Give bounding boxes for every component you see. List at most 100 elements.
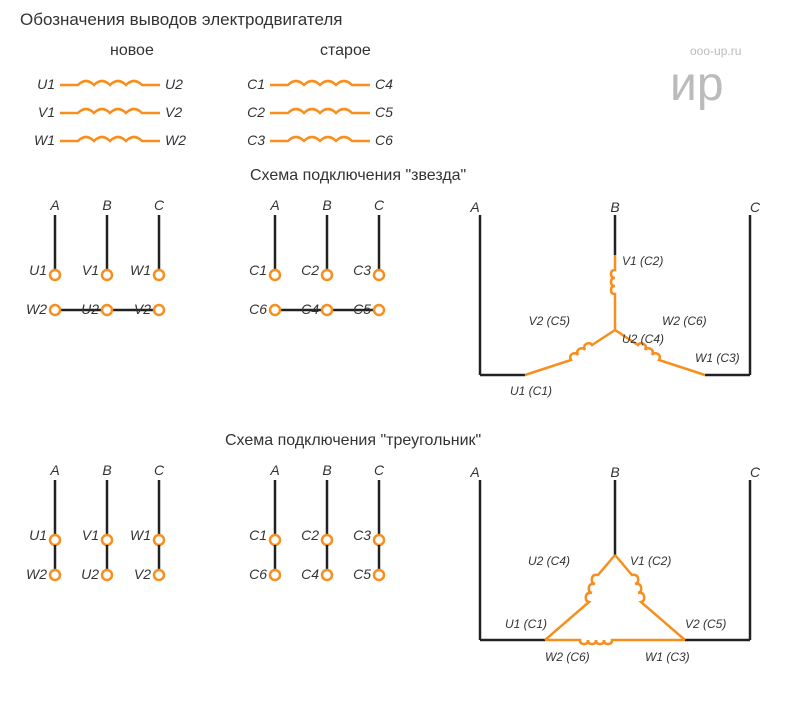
terminal-label-top: W1 — [130, 262, 151, 278]
star-lbl-midc: U2 (C4) — [622, 332, 664, 346]
coil-label-right: C4 — [375, 76, 393, 92]
phase-label: A — [269, 197, 279, 213]
terminal-circle — [374, 535, 384, 545]
terminal-circle — [102, 305, 112, 315]
phase-a: A — [469, 464, 479, 480]
terminal-circle — [270, 535, 280, 545]
phase-label: C — [154, 197, 165, 213]
terminal-label-top: C1 — [249, 527, 267, 543]
terminal-label-bot: C4 — [301, 301, 319, 317]
coil-line — [60, 81, 160, 85]
terminal-label-top: W1 — [130, 527, 151, 543]
delta-lbl-botr: W1 (C3) — [645, 650, 690, 664]
coil-label-right: C6 — [375, 132, 393, 148]
terminal-label-top: C1 — [249, 262, 267, 278]
phase-b: B — [610, 464, 619, 480]
coil-label-left: C3 — [247, 132, 265, 148]
star-coil-left — [525, 330, 615, 375]
terminal-label-bot: C6 — [249, 301, 267, 317]
terminal-label-bot: C5 — [353, 301, 371, 317]
terminal-circle — [154, 570, 164, 580]
col-header-old: старое — [320, 42, 371, 59]
phase-b: B — [610, 199, 619, 215]
terminal-label-bot: U2 — [81, 566, 99, 582]
terminal-label-top: C3 — [353, 527, 371, 543]
terminal-circle — [322, 570, 332, 580]
phase-label: A — [49, 197, 59, 213]
coil-label-right: W2 — [165, 132, 186, 148]
terminal-circle — [374, 570, 384, 580]
phase-label: B — [102, 197, 111, 213]
phase-label: B — [322, 197, 331, 213]
phase-label: B — [102, 462, 111, 478]
terminal-circle — [50, 305, 60, 315]
terminal-circle — [102, 535, 112, 545]
terminal-circle — [154, 270, 164, 280]
terminal-label-bot: V2 — [134, 301, 151, 317]
phase-label: A — [49, 462, 59, 478]
terminal-label-bot: C5 — [353, 566, 371, 582]
terminal-label-bot: V2 — [134, 566, 151, 582]
terminal-label-top: C2 — [301, 527, 319, 543]
delta-lbl-botl: W2 (C6) — [545, 650, 590, 664]
terminal-circle — [322, 270, 332, 280]
coil-line — [270, 109, 370, 113]
section-delta-title: Схема подключения "треугольник" — [225, 432, 481, 449]
coil-label-left: W1 — [34, 132, 55, 148]
terminal-circle — [102, 270, 112, 280]
terminal-label-top: V1 — [82, 262, 99, 278]
coil-label-left: C2 — [247, 104, 265, 120]
phase-a: A — [469, 199, 479, 215]
terminal-circle — [374, 270, 384, 280]
coil-label-left: C1 — [247, 76, 265, 92]
phase-c: C — [750, 464, 761, 480]
section-star-title: Схема подключения "звезда" — [250, 167, 466, 184]
coil-line — [270, 137, 370, 141]
star-lbl-midr: W2 (C6) — [662, 314, 707, 328]
terminal-circle — [322, 535, 332, 545]
coil-label-right: V2 — [165, 104, 182, 120]
delta-lbl-midl: U1 (C1) — [505, 617, 547, 631]
coil-label-left: V1 — [38, 104, 55, 120]
col-header-new: новое — [110, 42, 154, 59]
terminal-label-top: U1 — [29, 262, 47, 278]
terminal-circle — [50, 270, 60, 280]
phase-c: C — [750, 199, 761, 215]
terminal-circle — [154, 305, 164, 315]
terminal-label-bot: C4 — [301, 566, 319, 582]
page-title: Обозначения выводов электродвигателя — [20, 10, 343, 29]
terminal-label-top: C2 — [301, 262, 319, 278]
delta-lbl-midr: V2 (C5) — [685, 617, 726, 631]
coil-label-right: U2 — [165, 76, 183, 92]
star-coil-top — [611, 255, 615, 330]
phase-label: C — [154, 462, 165, 478]
terminal-label-bot: U2 — [81, 301, 99, 317]
terminal-circle — [154, 535, 164, 545]
terminal-circle — [50, 570, 60, 580]
phase-label: B — [322, 462, 331, 478]
terminal-circle — [374, 305, 384, 315]
terminal-label-top: U1 — [29, 527, 47, 543]
terminal-label-top: V1 — [82, 527, 99, 543]
star-lbl-botl: U1 (C1) — [510, 384, 552, 398]
coil-label-left: U1 — [37, 76, 55, 92]
terminal-circle — [270, 570, 280, 580]
star-lbl-midl: V2 (C5) — [529, 314, 570, 328]
terminal-circle — [322, 305, 332, 315]
logo-text: ир — [670, 58, 724, 111]
star-lbl-top: V1 (C2) — [622, 254, 663, 268]
phase-label: C — [374, 462, 385, 478]
terminal-circle — [102, 570, 112, 580]
terminal-label-bot: C6 — [249, 566, 267, 582]
delta-lbl-topr: V1 (C2) — [630, 554, 671, 568]
coil-line — [270, 81, 370, 85]
terminal-circle — [270, 305, 280, 315]
star-lbl-botr: W1 (C3) — [695, 351, 740, 365]
terminal-circle — [50, 535, 60, 545]
delta-lbl-topl: U2 (C4) — [528, 554, 570, 568]
phase-label: C — [374, 197, 385, 213]
logo-url: ooo-up.ru — [690, 44, 741, 58]
delta-coil-bottom — [545, 640, 685, 644]
coil-line — [60, 137, 160, 141]
coil-line — [60, 109, 160, 113]
